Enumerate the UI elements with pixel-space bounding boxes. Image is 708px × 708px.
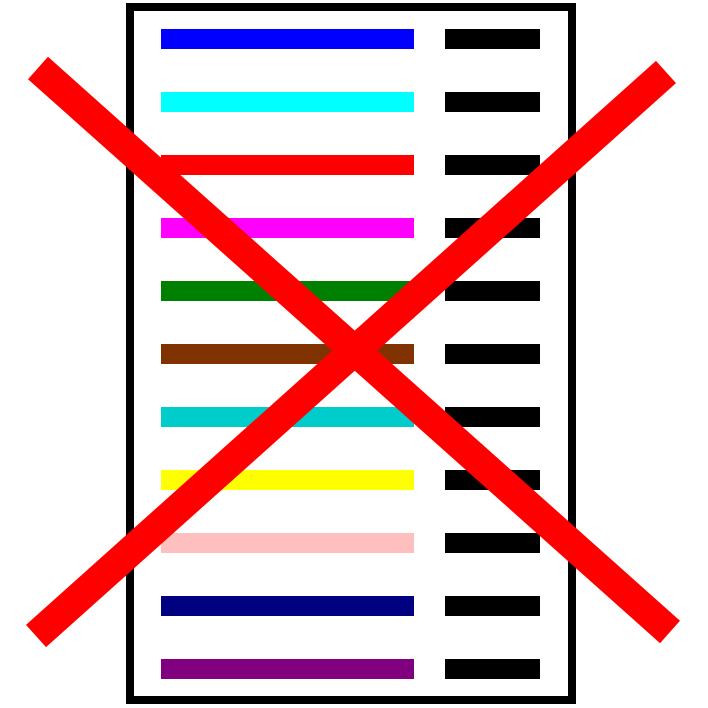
legend-label-placeholder xyxy=(445,533,540,553)
legend-label-placeholder xyxy=(445,407,540,427)
legend-label-placeholder xyxy=(445,281,540,301)
legend-label-placeholder xyxy=(445,344,540,364)
legend-color-swatch xyxy=(161,596,414,616)
cross-out-icon xyxy=(25,56,680,648)
legend-label-placeholder xyxy=(445,596,540,616)
legend-color-swatch xyxy=(161,92,414,112)
legend-label-placeholder xyxy=(445,29,540,49)
legend-color-swatch xyxy=(161,533,414,553)
legend-color-swatch xyxy=(161,29,414,49)
legend-label-placeholder xyxy=(445,92,540,112)
legend-color-swatch xyxy=(161,659,414,679)
legend-label-placeholder xyxy=(445,155,540,175)
legend-color-swatch xyxy=(161,155,414,175)
legend-label-placeholder xyxy=(445,659,540,679)
cross-stroke-up xyxy=(25,60,677,648)
